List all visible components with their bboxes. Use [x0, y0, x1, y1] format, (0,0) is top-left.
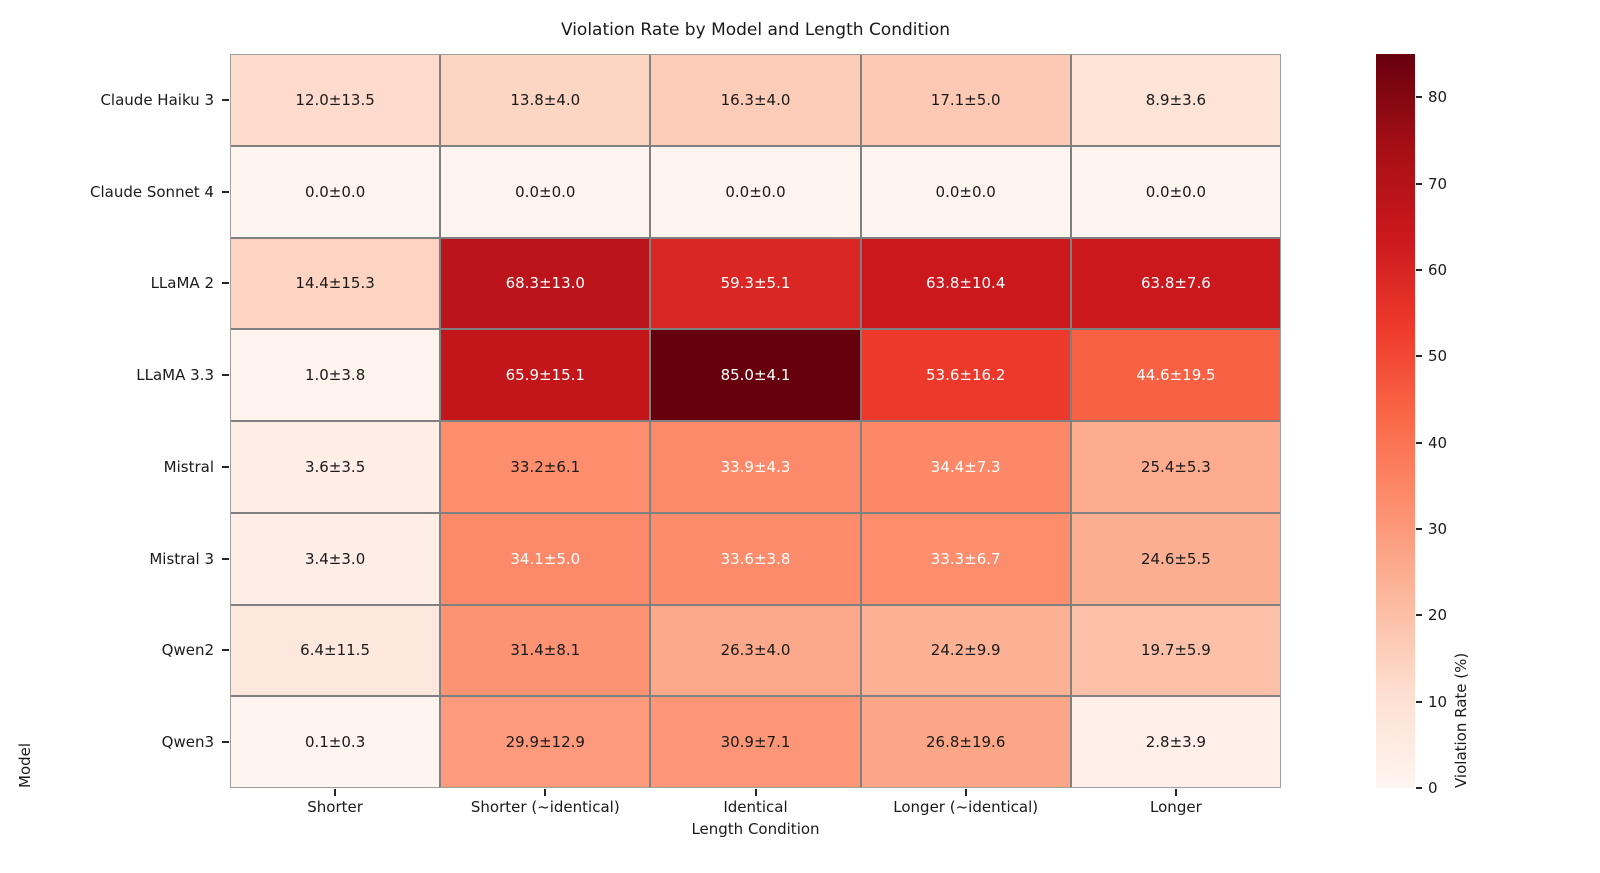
heatmap-cell: 33.3±6.7: [861, 513, 1070, 604]
y-tick-label: Claude Sonnet 4: [90, 182, 214, 201]
colorbar-tick-label: 50: [1428, 347, 1448, 366]
heatmap-cell: 0.0±0.0: [1071, 146, 1280, 237]
heatmap-cell: 0.1±0.3: [231, 697, 440, 787]
heatmap-cell: 2.8±3.9: [1071, 697, 1280, 787]
y-tick-label: Qwen2: [161, 641, 214, 660]
heatmap-cell: 63.8±7.6: [1071, 238, 1280, 329]
heatmap-cell: 0.0±0.0: [861, 146, 1070, 237]
colorbar-tick-label: 70: [1428, 174, 1448, 193]
colorbar-tick-label: 10: [1428, 692, 1448, 711]
colorbar-tick-mark: [1416, 96, 1422, 99]
heatmap-cell: 85.0±4.1: [651, 330, 860, 420]
y-tick-label: Qwen3: [161, 733, 214, 752]
y-axis-label: Model: [16, 742, 34, 788]
colorbar-tick-mark: [1416, 268, 1422, 271]
colorbar-tick-label: 20: [1428, 606, 1448, 625]
y-tick-label: LLaMA 3.3: [136, 366, 214, 385]
heatmap-cell: 33.6±3.8: [651, 513, 860, 604]
y-tick-mark: [222, 282, 229, 285]
colorbar-tick-mark: [1416, 182, 1422, 185]
heatmap-cell: 13.8±4.0: [441, 55, 650, 145]
x-tick-mark: [334, 789, 337, 796]
heatmap-cell: 19.7±5.9: [1071, 605, 1280, 696]
heatmap-cell: 30.9±7.1: [651, 697, 860, 787]
heatmap-cell: 26.3±4.0: [651, 605, 860, 696]
y-tick-label: Mistral 3: [149, 549, 214, 568]
heatmap-cell: 0.0±0.0: [231, 146, 440, 237]
heatmap-cell: 53.6±16.2: [861, 330, 1070, 420]
heatmap-cell: 14.4±15.3: [231, 238, 440, 329]
x-tick-label: Longer: [1150, 798, 1202, 816]
colorbar-tick-mark: [1416, 700, 1422, 703]
y-tick-mark: [222, 741, 229, 744]
y-tick-label: Mistral: [163, 457, 214, 476]
heatmap-cell: 3.6±3.5: [231, 422, 440, 512]
heatmap-cell: 17.1±5.0: [861, 55, 1070, 145]
heatmap-cell: 63.8±10.4: [861, 238, 1070, 329]
x-tick-mark: [964, 789, 967, 796]
heatmap-cell: 0.0±0.0: [651, 146, 860, 237]
heatmap-cell: 3.4±3.0: [231, 513, 440, 604]
colorbar-tick-label: 30: [1428, 519, 1448, 538]
y-tick-mark: [222, 374, 229, 377]
heatmap-cell: 24.6±5.5: [1071, 513, 1280, 604]
heatmap-cell: 65.9±15.1: [441, 330, 650, 420]
colorbar-tick-mark: [1416, 614, 1422, 617]
heatmap-cell: 1.0±3.8: [231, 330, 440, 420]
heatmap-grid: 12.0±13.5 13.8±4.0 16.3±4.0 17.1±5.0 8.9±3.6…: [230, 54, 1281, 788]
x-tick-mark: [754, 789, 757, 796]
x-tick-label: Identical: [723, 798, 788, 816]
y-tick-label: LLaMA 2: [150, 274, 214, 293]
plot-area: 12.0±13.5 13.8±4.0 16.3±4.0 17.1±5.0 8.9±3.6…: [230, 54, 1281, 788]
heatmap-cell: 16.3±4.0: [651, 55, 860, 145]
heatmap-cell: 25.4±5.3: [1071, 422, 1280, 512]
heatmap-cell: 33.2±6.1: [441, 422, 650, 512]
y-tick-mark: [222, 98, 229, 101]
colorbar-tick-label: 0: [1428, 779, 1438, 797]
y-tick-mark: [222, 649, 229, 652]
x-tick-label: Shorter: [307, 798, 363, 816]
x-tick-mark: [1174, 789, 1177, 796]
colorbar-tick-mark: [1416, 527, 1422, 530]
colorbar-tick-mark: [1416, 787, 1422, 789]
y-tick-mark: [222, 557, 229, 560]
heatmap-cell: 0.0±0.0: [441, 146, 650, 237]
heatmap-cell: 29.9±12.9: [441, 697, 650, 787]
heatmap-cell: 8.9±3.6: [1071, 55, 1280, 145]
colorbar-label: Violation Rate (%): [1452, 652, 1470, 788]
y-tick-mark: [222, 190, 229, 193]
heatmap-cell: 26.8±19.6: [861, 697, 1070, 787]
heatmap-cell: 34.4±7.3: [861, 422, 1070, 512]
x-tick-label: Shorter (~identical): [470, 798, 620, 816]
x-axis-label: Length Condition: [691, 820, 820, 838]
colorbar-tick-mark: [1416, 355, 1422, 358]
heatmap-cell: 68.3±13.0: [441, 238, 650, 329]
chart-title: Violation Rate by Model and Length Condi…: [560, 20, 951, 40]
colorbar-gradient: [1376, 54, 1415, 788]
heatmap-cell: 44.6±19.5: [1071, 330, 1280, 420]
heatmap-cell: 33.9±4.3: [651, 422, 860, 512]
heatmap-cell: 6.4±11.5: [231, 605, 440, 696]
heatmap-cell: 59.3±5.1: [651, 238, 860, 329]
colorbar-tick-label: 40: [1428, 433, 1448, 452]
heatmap-cell: 12.0±13.5: [231, 55, 440, 145]
colorbar-tick-mark: [1416, 441, 1422, 444]
y-tick-label: Claude Haiku 3: [100, 90, 214, 109]
colorbar-tick-label: 60: [1428, 260, 1448, 279]
x-tick-mark: [544, 789, 547, 796]
heatmap-cell: 24.2±9.9: [861, 605, 1070, 696]
x-tick-label: Longer (~identical): [893, 798, 1039, 816]
heatmap-cell: 31.4±8.1: [441, 605, 650, 696]
colorbar-tick-label: 80: [1428, 88, 1448, 107]
y-tick-mark: [222, 465, 229, 468]
heatmap-cell: 34.1±5.0: [441, 513, 650, 604]
